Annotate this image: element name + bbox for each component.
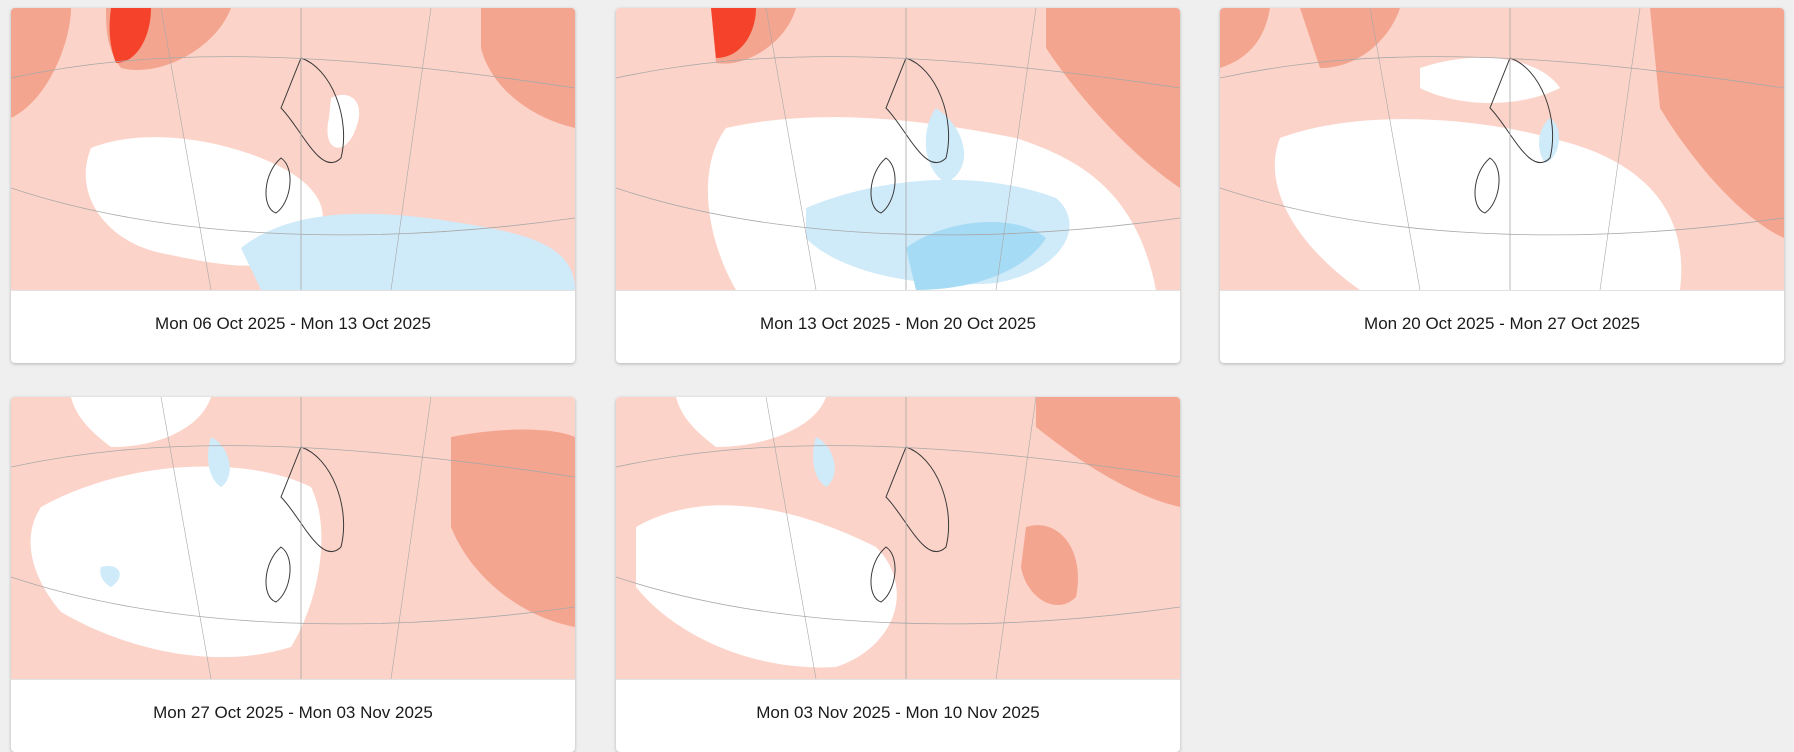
anomaly-map-week-5 xyxy=(616,397,1180,679)
date-range-caption: Mon 20 Oct 2025 - Mon 27 Oct 2025 xyxy=(1220,290,1784,363)
forecast-card-week-1[interactable]: Mon 06 Oct 2025 - Mon 13 Oct 2025 xyxy=(11,8,575,363)
anomaly-map-week-4 xyxy=(11,397,575,679)
date-range-caption: Mon 06 Oct 2025 - Mon 13 Oct 2025 xyxy=(11,290,575,363)
anomaly-map-week-3 xyxy=(1220,8,1784,290)
forecast-card-week-2[interactable]: Mon 13 Oct 2025 - Mon 20 Oct 2025 xyxy=(616,8,1180,363)
forecast-card-week-4[interactable]: Mon 27 Oct 2025 - Mon 03 Nov 2025 xyxy=(11,397,575,752)
forecast-card-week-3[interactable]: Mon 20 Oct 2025 - Mon 27 Oct 2025 xyxy=(1220,8,1784,363)
date-range-caption: Mon 13 Oct 2025 - Mon 20 Oct 2025 xyxy=(616,290,1180,363)
date-range-caption: Mon 27 Oct 2025 - Mon 03 Nov 2025 xyxy=(11,679,575,752)
date-range-caption: Mon 03 Nov 2025 - Mon 10 Nov 2025 xyxy=(616,679,1180,752)
forecast-card-week-5[interactable]: Mon 03 Nov 2025 - Mon 10 Nov 2025 xyxy=(616,397,1180,752)
anomaly-map-week-2 xyxy=(616,8,1180,290)
anomaly-map-week-1 xyxy=(11,8,575,290)
